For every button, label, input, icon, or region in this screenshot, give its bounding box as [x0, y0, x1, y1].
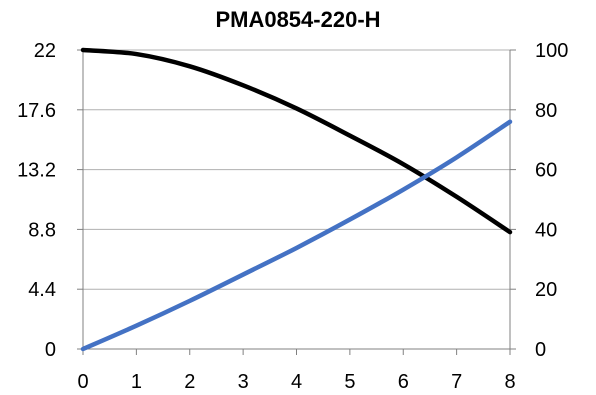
chart-title: PMA0854-220-H	[215, 7, 380, 32]
series-line-right-axis	[80, 119, 513, 352]
x-tick-label: 8	[504, 371, 515, 393]
axis-layer	[77, 49, 516, 355]
y-right-tick-label: 0	[535, 339, 546, 361]
x-tick-label: 4	[291, 371, 302, 393]
series-layer	[80, 47, 513, 352]
y-left-tick-label: 22	[34, 40, 56, 62]
x-tick-label: 3	[238, 371, 249, 393]
x-tick-label: 2	[184, 371, 195, 393]
y-right-tick-label: 80	[535, 100, 557, 122]
y-left-tick-label: 13.2	[17, 160, 56, 182]
x-tick-label: 7	[451, 371, 462, 393]
y-right-tick-label: 60	[535, 160, 557, 182]
label-layer: 0 4.4 8.8 13.2 17.6 22 0 20 40 60 80 100 0 1 2 3 4 5 6 7 8	[17, 40, 568, 393]
y-right-tick-label: 100	[535, 40, 568, 62]
grid-layer	[83, 49, 510, 290]
y-left-tick-label: 17.6	[17, 100, 56, 122]
y-left-tick-label: 8.8	[28, 219, 56, 241]
x-tick-label: 0	[77, 371, 88, 393]
y-left-tick-label: 4.4	[28, 279, 56, 301]
x-tick-label: 6	[398, 371, 409, 393]
y-right-tick-label: 40	[535, 219, 557, 241]
x-tick-label: 1	[131, 371, 142, 393]
series-line-left-axis	[80, 47, 513, 235]
y-left-tick-label: 0	[45, 339, 56, 361]
x-tick-label: 5	[344, 371, 355, 393]
y-right-tick-label: 20	[535, 279, 557, 301]
